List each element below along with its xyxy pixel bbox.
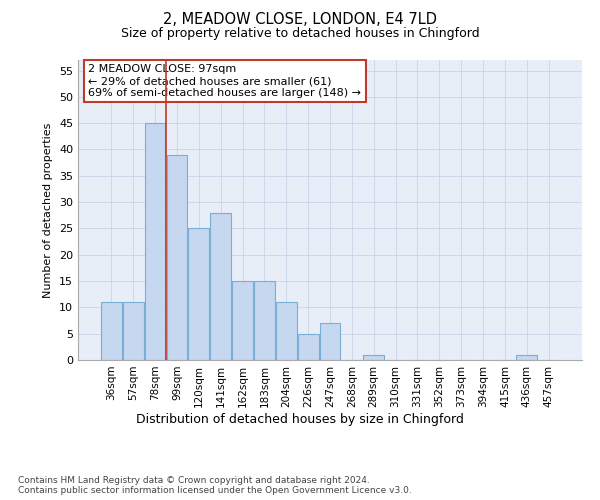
Text: 2 MEADOW CLOSE: 97sqm
← 29% of detached houses are smaller (61)
69% of semi-deta: 2 MEADOW CLOSE: 97sqm ← 29% of detached … <box>88 64 361 98</box>
Bar <box>101 302 122 360</box>
Text: 2, MEADOW CLOSE, LONDON, E4 7LD: 2, MEADOW CLOSE, LONDON, E4 7LD <box>163 12 437 28</box>
Text: Distribution of detached houses by size in Chingford: Distribution of detached houses by size … <box>136 412 464 426</box>
Bar <box>188 228 209 360</box>
Bar <box>320 323 340 360</box>
Text: Contains HM Land Registry data © Crown copyright and database right 2024.
Contai: Contains HM Land Registry data © Crown c… <box>18 476 412 495</box>
Bar <box>210 212 231 360</box>
Bar <box>364 354 384 360</box>
Bar <box>254 281 275 360</box>
Bar <box>167 154 187 360</box>
Bar <box>276 302 296 360</box>
Bar <box>232 281 253 360</box>
Bar <box>123 302 143 360</box>
Y-axis label: Number of detached properties: Number of detached properties <box>43 122 53 298</box>
Bar <box>517 354 537 360</box>
Bar <box>145 123 166 360</box>
Text: Size of property relative to detached houses in Chingford: Size of property relative to detached ho… <box>121 28 479 40</box>
Bar <box>298 334 319 360</box>
